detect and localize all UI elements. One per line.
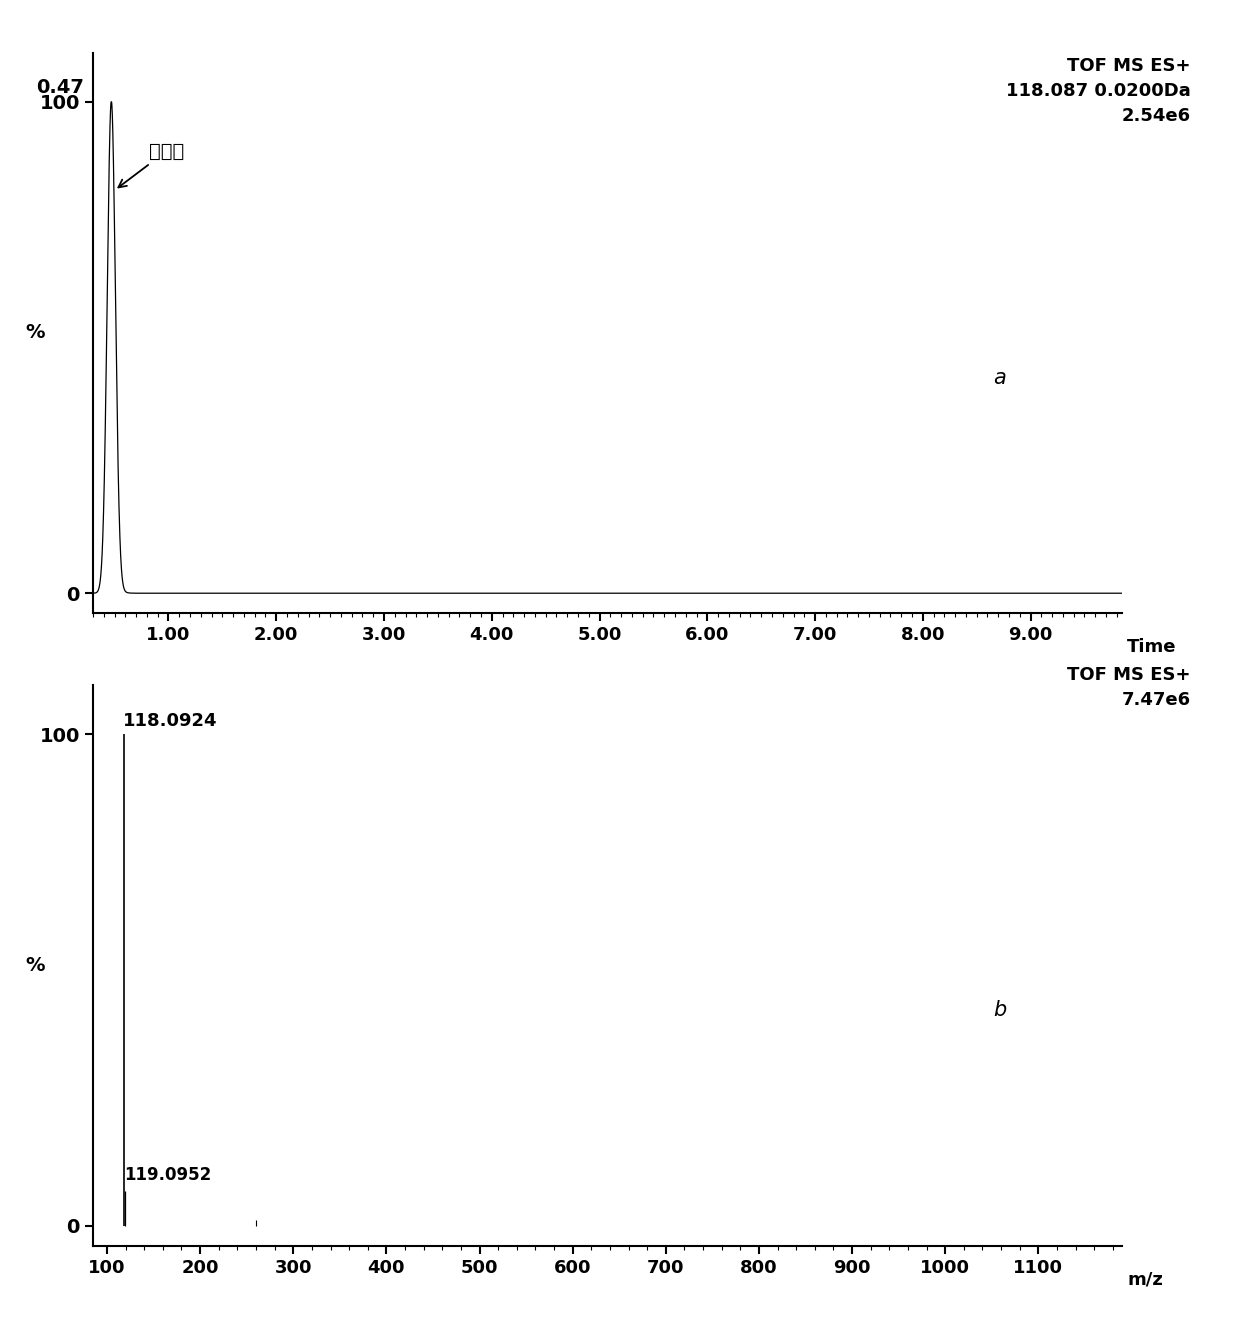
Text: 118.087 0.0200Da: 118.087 0.0200Da [1006,82,1190,100]
Text: 119.0952: 119.0952 [124,1166,211,1184]
Text: a: a [993,368,1007,387]
Text: 甜菜碱: 甜菜碱 [118,141,185,187]
Text: 0.47: 0.47 [36,78,84,98]
Text: m/z: m/z [1127,1271,1163,1289]
Text: TOF MS ES+: TOF MS ES+ [1066,666,1190,684]
Text: b: b [993,1000,1007,1020]
Text: 7.47e6: 7.47e6 [1121,691,1190,709]
Y-axis label: %: % [26,323,45,343]
Y-axis label: %: % [26,956,45,975]
Text: Time: Time [1127,638,1177,656]
Text: 118.0924: 118.0924 [123,712,217,730]
Text: 2.54e6: 2.54e6 [1121,107,1190,125]
Text: TOF MS ES+: TOF MS ES+ [1066,57,1190,75]
